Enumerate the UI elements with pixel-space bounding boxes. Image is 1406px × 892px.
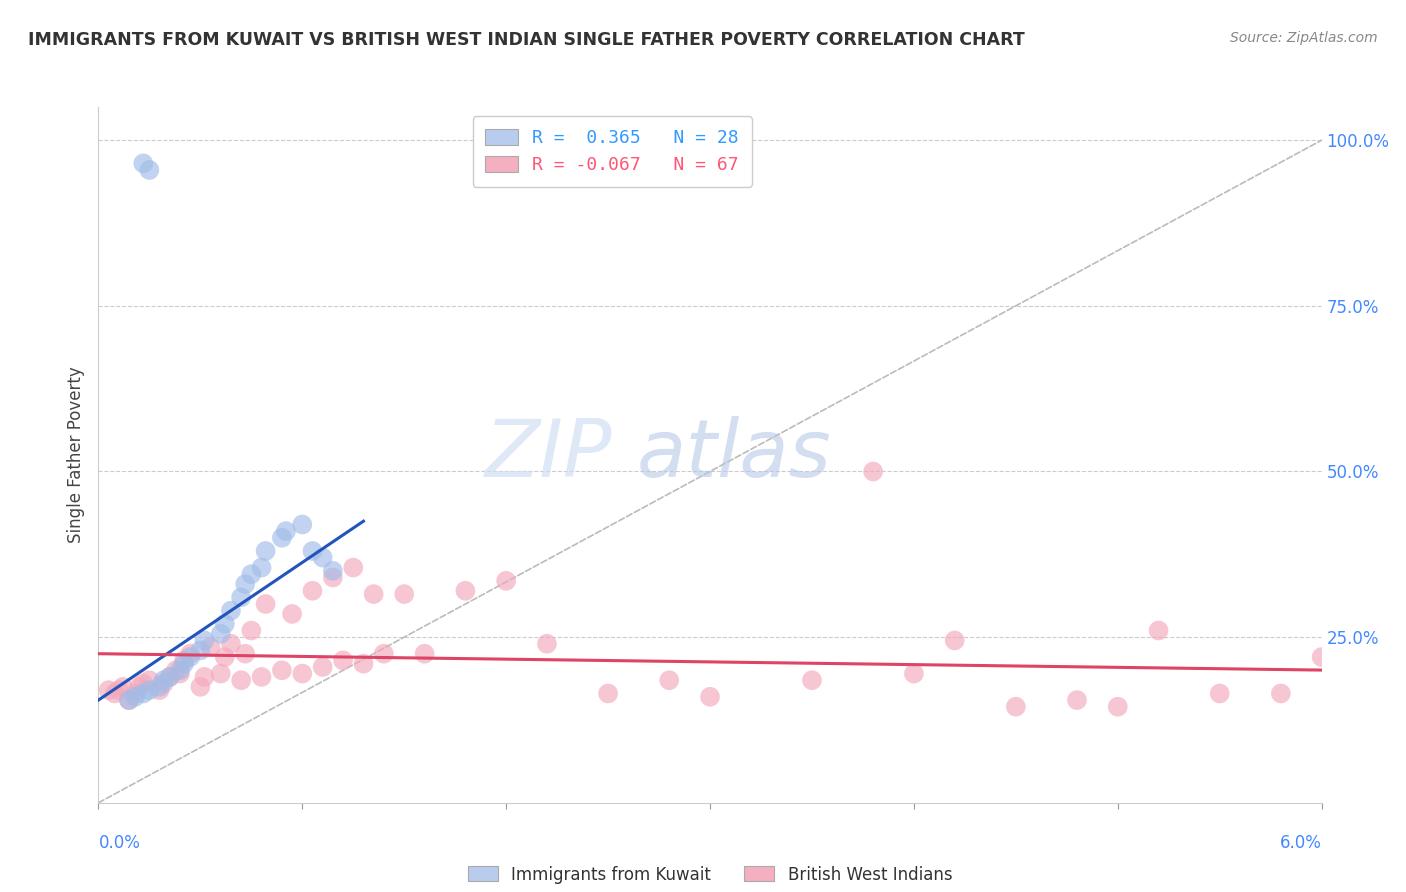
Point [233, 647, 256, 661]
Point [165, 663, 187, 677]
Point [1004, 699, 1026, 714]
Point [454, 583, 477, 598]
Point [392, 587, 416, 601]
Point [311, 660, 335, 674]
Point [943, 633, 966, 648]
Point [152, 673, 174, 688]
Point [1270, 686, 1292, 700]
Text: IMMIGRANTS FROM KUWAIT VS BRITISH WEST INDIAN SINGLE FATHER POVERTY CORRELATION : IMMIGRANTS FROM KUWAIT VS BRITISH WEST I… [28, 31, 1025, 49]
Point [138, 673, 160, 688]
Point [413, 647, 436, 661]
Point [132, 676, 155, 690]
Point [301, 544, 323, 558]
Point [193, 633, 215, 648]
Point [270, 531, 292, 545]
Point [332, 653, 354, 667]
Point [132, 156, 155, 170]
Point [233, 577, 256, 591]
Point [322, 564, 344, 578]
Point [128, 680, 150, 694]
Point [254, 544, 277, 558]
Point [214, 650, 236, 665]
Point [274, 524, 297, 538]
Point [111, 680, 134, 694]
Point [1310, 650, 1333, 665]
Point [188, 680, 212, 694]
Point [149, 680, 172, 694]
Point [219, 604, 242, 618]
Y-axis label: Single Father Poverty: Single Father Poverty [67, 367, 86, 543]
Point [97, 683, 120, 698]
Point [149, 683, 172, 698]
Point [193, 670, 215, 684]
Point [108, 683, 131, 698]
Point [250, 560, 273, 574]
Point [658, 673, 681, 688]
Point [250, 670, 273, 684]
Point [152, 676, 174, 690]
Point [536, 637, 558, 651]
Point [342, 560, 364, 574]
Point [598, 686, 620, 700]
Point [179, 647, 201, 661]
Point [173, 657, 195, 671]
Point [352, 657, 374, 671]
Point [322, 570, 344, 584]
Point [159, 670, 181, 684]
Point [209, 666, 232, 681]
Point [124, 690, 146, 704]
Point [363, 587, 385, 601]
Text: Source: ZipAtlas.com: Source: ZipAtlas.com [1230, 31, 1378, 45]
Point [311, 550, 335, 565]
Point [188, 643, 212, 657]
Point [169, 666, 191, 681]
Point [862, 465, 884, 479]
Text: atlas: atlas [637, 416, 831, 494]
Point [291, 666, 314, 681]
Point [495, 574, 517, 588]
Point [219, 637, 242, 651]
Point [1147, 624, 1170, 638]
Point [159, 670, 181, 684]
Point [173, 653, 195, 667]
Point [801, 673, 824, 688]
Point [699, 690, 721, 704]
Point [138, 683, 160, 698]
Point [231, 673, 253, 688]
Text: 0.0%: 0.0% [98, 834, 141, 852]
Point [301, 583, 323, 598]
Point [270, 663, 292, 677]
Point [231, 591, 253, 605]
Point [1208, 686, 1232, 700]
Point [373, 647, 395, 661]
Point [240, 624, 263, 638]
Point [281, 607, 304, 621]
Point [132, 686, 155, 700]
Text: 6.0%: 6.0% [1279, 834, 1322, 852]
Point [291, 517, 314, 532]
Point [124, 686, 146, 700]
Point [169, 663, 191, 677]
Point [179, 650, 201, 665]
Point [1351, 686, 1374, 700]
Point [1066, 693, 1088, 707]
Point [138, 163, 160, 178]
Point [240, 567, 263, 582]
Point [214, 616, 236, 631]
Point [1107, 699, 1129, 714]
Point [254, 597, 277, 611]
Point [104, 686, 127, 700]
Point [209, 627, 232, 641]
Point [903, 666, 925, 681]
Point [200, 640, 222, 654]
Point [118, 693, 141, 707]
Point [118, 693, 141, 707]
Text: ZIP: ZIP [485, 416, 612, 494]
Legend: Immigrants from Kuwait, British West Indians: Immigrants from Kuwait, British West Ind… [460, 857, 960, 892]
